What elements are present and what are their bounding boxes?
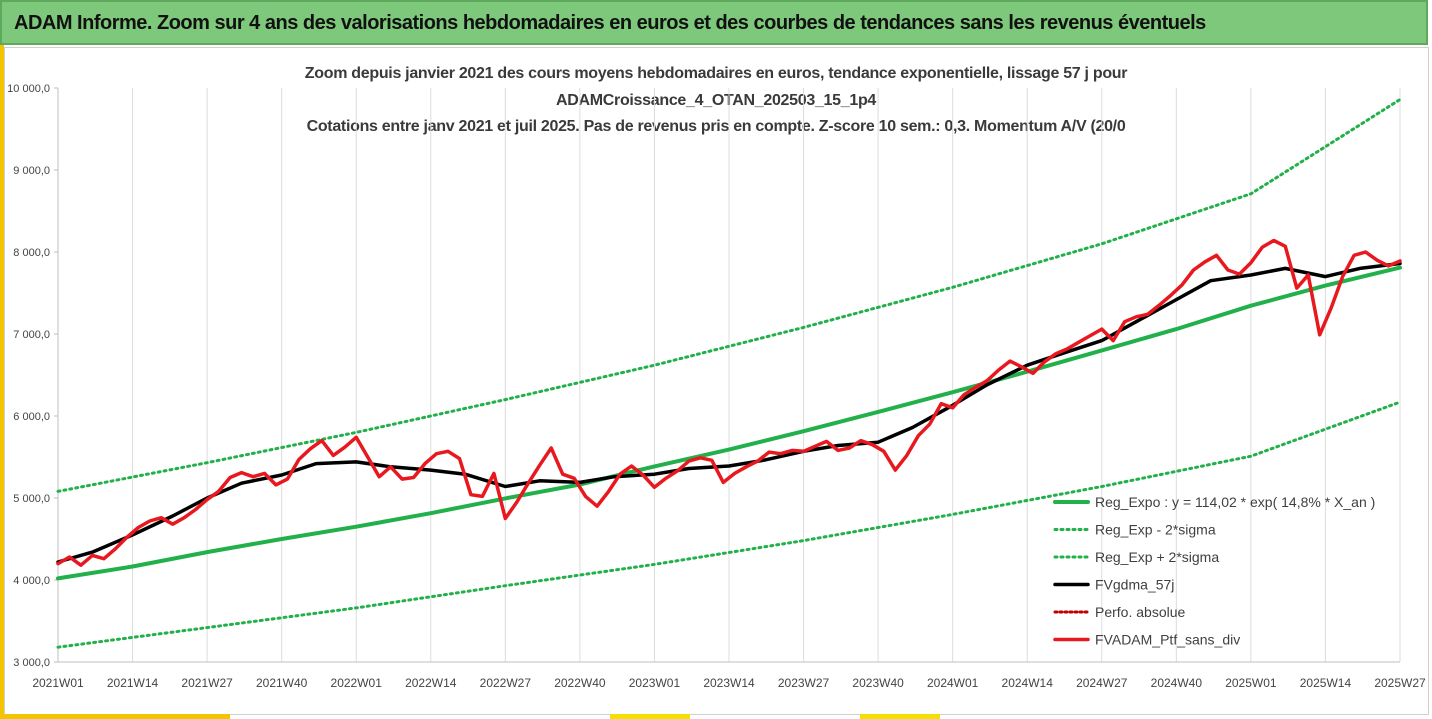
series-line-5 (56, 238, 1402, 567)
x-tick-label: 2022W40 (554, 676, 606, 690)
x-tick-label: 2022W14 (405, 676, 457, 690)
series-line-0 (56, 265, 1402, 581)
x-tick-label: 2023W40 (852, 676, 904, 690)
legend-label: Reg_Exp - 2*sigma (1095, 522, 1216, 538)
x-tick-label: 2024W14 (1002, 676, 1054, 690)
y-tick-label: 3 000,0 (13, 657, 50, 669)
x-tick-label: 2023W14 (703, 676, 755, 690)
bottom-accent-right (860, 714, 940, 719)
y-tick-label: 9 000,0 (13, 165, 50, 177)
legend-label: FVgdma_57j (1095, 577, 1174, 593)
y-tick-label: 6 000,0 (13, 411, 50, 423)
chart-grid (57, 88, 1401, 662)
x-tick-label: 2021W01 (32, 676, 84, 690)
legend-label: FVADAM_Ptf_sans_div (1095, 632, 1240, 648)
x-tick-label: 2024W27 (1076, 676, 1128, 690)
x-tick-label: 2022W27 (480, 676, 532, 690)
y-tick-label: 7 000,0 (13, 329, 50, 341)
y-axis: 3 000,0 4 000,0 5 000,0 6 000,0 7 000,0 8 000… (7, 83, 59, 669)
x-tick-label: 2024W40 (1151, 676, 1203, 690)
x-tick-label: 2025W14 (1300, 676, 1352, 690)
x-tick-label: 2021W14 (107, 676, 159, 690)
bottom-accent-mid (610, 714, 690, 719)
chart-title-line-2: ADAMCroissance_4_OTAN_202503_15_1p4 (555, 92, 877, 109)
x-tick-label: 2025W01 (1225, 676, 1277, 690)
x-tick-label: 2021W40 (256, 676, 308, 690)
x-tick-label: 2023W27 (778, 676, 830, 690)
x-axis: 2021W01 2021W14 2021W27 2021W40 2022W01 2022W… (32, 661, 1426, 690)
y-tick-label: 5 000,0 (13, 493, 50, 505)
x-tick-label: 2021W27 (181, 676, 233, 690)
y-tick-label: 4 000,0 (13, 575, 50, 587)
series-line-2 (56, 98, 1402, 493)
series-line-3 (56, 261, 1402, 564)
legend-label: Perfo. absolue (1095, 604, 1185, 620)
chart-title-line-1: Zoom depuis janvier 2021 des cours moyen… (304, 65, 1128, 82)
report-header: ADAM Informe. Zoom sur 4 ans des valoris… (0, 0, 1428, 45)
x-tick-label: 2023W01 (629, 676, 681, 690)
chart-frame (4, 47, 1429, 715)
x-tick-label: 2022W01 (331, 676, 383, 690)
x-tick-label: 2025W27 (1374, 676, 1426, 690)
series-line-1 (56, 400, 1402, 649)
bottom-accent-left (0, 714, 230, 719)
left-accent-bar (0, 45, 4, 719)
chart-title-line-3: Cotations entre janv 2021 et juil 2025. … (306, 118, 1126, 135)
report-title: ADAM Informe. Zoom sur 4 ans des valoris… (14, 12, 1206, 34)
legend-label: Reg_Expo : y = 114,02 * exp( 14,8% * X_a… (1095, 494, 1375, 510)
legend-label: Reg_Exp + 2*sigma (1095, 549, 1219, 565)
x-tick-label: 2024W01 (927, 676, 979, 690)
y-tick-label: 10 000,0 (7, 83, 50, 95)
plot-area (56, 98, 1402, 649)
chart-legend: Reg_Expo : y = 114,02 * exp( 14,8% * X_a… (1053, 494, 1375, 648)
y-tick-label: 8 000,0 (13, 247, 50, 259)
